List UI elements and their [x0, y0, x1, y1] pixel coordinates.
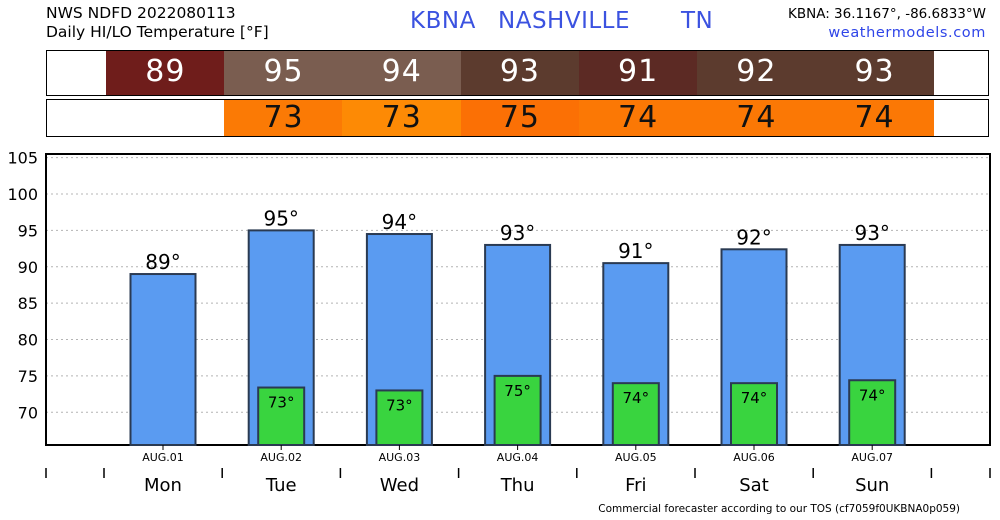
y-tick-label: 75 [18, 367, 38, 386]
hi-temp-data-label: 93° [500, 221, 535, 245]
lo-temp-bar [730, 382, 778, 447]
hi-temp-cell: 91 [578, 51, 698, 95]
station-state: TN [681, 8, 714, 34]
hi-temp-data-label: 93° [854, 221, 889, 245]
x-day-label: Fri [625, 475, 646, 496]
hi-temp-cell: 93 [815, 51, 934, 95]
hi-temp-cell: 95 [224, 51, 343, 95]
station-name: NASHVILLE [498, 8, 631, 34]
lo-temp-data-label: 75° [504, 382, 531, 400]
x-date-label: AUG.05 [615, 451, 657, 464]
lo-temp-cell: 73 [342, 100, 462, 136]
lo-temp-bar [375, 389, 424, 446]
x-date-label: AUG.01 [142, 451, 184, 464]
hi-temp-cell: 92 [697, 51, 816, 95]
x-date-label: AUG.07 [851, 451, 893, 464]
lo-temp-cell [106, 100, 225, 136]
hi-temp-data-label: 94° [382, 210, 417, 234]
lo-temp-bar [257, 386, 306, 446]
x-day-label: Wed [380, 475, 419, 496]
x-day-label: Thu [500, 475, 535, 496]
lo-temp-data-label: 74° [859, 386, 886, 404]
station-title: KBNA NASHVILLE TN [0, 8, 1000, 38]
x-date-label: AUG.06 [733, 451, 775, 464]
footer-note: Commercial forecaster according to our T… [598, 503, 960, 515]
hi-temp-cell: 93 [460, 51, 580, 95]
hi-temp-data-label: 91° [618, 239, 653, 263]
hi-temp-data-label: 92° [736, 225, 771, 249]
lo-temp-data-label: 73° [386, 396, 413, 414]
y-tick-label: 105 [7, 149, 38, 168]
hi-temp-data-label: 89° [145, 250, 180, 274]
y-tick-label: 90 [18, 258, 38, 277]
lo-temp-cell: 74 [578, 100, 698, 136]
lo-temp-bar [848, 379, 897, 446]
x-date-label: AUG.03 [379, 451, 421, 464]
lo-temp-cell: 75 [460, 100, 580, 136]
lo-temp-cell: 73 [224, 100, 343, 136]
hi-temperature-strip: 89 95 94 93 91 92 93 [46, 50, 989, 96]
x-day-label: Sun [855, 475, 889, 496]
station-coordinates: KBNA: 36.1167°, -86.6833°W [787, 6, 986, 22]
hi-temp-cell: 94 [342, 51, 462, 95]
y-tick-label: 95 [18, 221, 38, 240]
lo-temp-cell: 74 [697, 100, 816, 136]
x-day-label: Mon [144, 475, 182, 496]
x-date-label: AUG.04 [497, 451, 539, 464]
y-tick-label: 80 [18, 331, 38, 350]
x-day-label: Sat [739, 475, 769, 496]
chart-header-right: KBNA: 36.1167°, -86.6833°W weathermodels… [788, 5, 986, 43]
hi-temp-cell: 89 [106, 51, 225, 95]
hi-temp-data-label: 95° [263, 206, 298, 230]
lo-temp-data-label: 74° [741, 389, 768, 407]
model-run-label: NWS NDFD 2022080113 [46, 4, 236, 22]
chart-header-left: NWS NDFD 2022080113 Daily HI/LO Temperat… [46, 4, 269, 42]
x-date-label: AUG.02 [260, 451, 302, 464]
y-tick-label: 100 [7, 185, 38, 204]
hi-temp-bar [129, 273, 197, 446]
lo-temp-data-label: 73° [268, 394, 295, 412]
station-id: KBNA [410, 8, 476, 34]
variable-label: Daily HI/LO Temperature [°F] [46, 23, 269, 41]
lo-temp-bar [611, 382, 660, 447]
lo-temp-cell: 74 [815, 100, 934, 136]
y-tick-label: 85 [18, 294, 38, 313]
lo-temp-data-label: 74° [623, 389, 650, 407]
site-link[interactable]: weathermodels.com [828, 25, 986, 41]
x-day-label: Tue [265, 475, 297, 496]
lo-temperature-strip: 73 73 75 74 74 74 [46, 99, 989, 137]
y-tick-label: 70 [18, 403, 38, 422]
